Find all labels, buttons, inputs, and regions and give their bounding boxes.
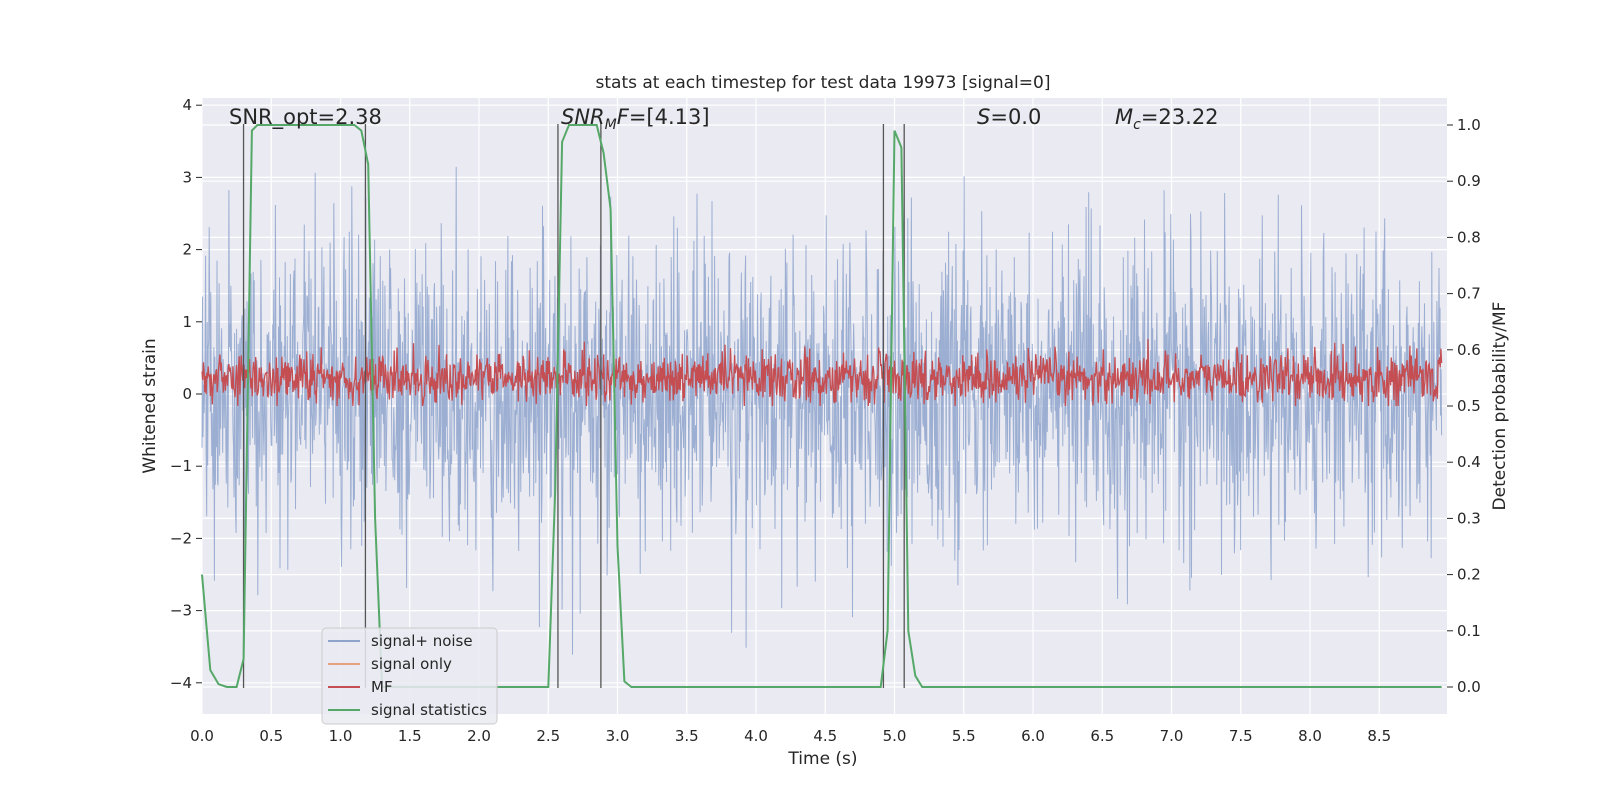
annotation-snr-mf: SNRMF=[4.13] <box>561 105 710 133</box>
right-y-axis-label: Detection probability/MF <box>1490 302 1510 511</box>
chart-title: stats at each timestep for test data 199… <box>596 73 1051 93</box>
right-y-tick-label: 0.6 <box>1457 341 1481 359</box>
x-tick-label: 5.0 <box>883 727 907 745</box>
signal-plus-noise-line <box>201 166 1443 655</box>
x-tick-label: 8.5 <box>1367 727 1391 745</box>
legend-box <box>321 627 498 725</box>
x-tick-label: 2.0 <box>467 727 491 745</box>
x-tick-label: 7.5 <box>1229 727 1253 745</box>
legend: signal+ noise signal only MF signal stat… <box>321 627 498 725</box>
signal-statistics-line <box>201 124 1442 688</box>
y-tick-label: 0 <box>182 385 192 403</box>
x-tick-label: 0.0 <box>190 727 214 745</box>
x-tick-label: 1.0 <box>329 727 353 745</box>
right-y-tick-label: 0.2 <box>1457 566 1481 584</box>
y-axis-ticks: 4 3 2 1 0 −1 −2 −3 −4 <box>170 96 202 692</box>
right-y-tick-label: 0.0 <box>1457 678 1481 696</box>
legend-label-signal-only: signal only <box>371 655 452 673</box>
right-y-axis-ticks: 1.0 0.9 0.8 0.7 0.6 0.5 0.4 0.3 0.2 0.1 0.0 <box>1447 116 1481 696</box>
x-axis-label: Time (s) <box>787 749 857 769</box>
annotation-mc: Mc=23.22 <box>1115 105 1219 133</box>
x-tick-label: 4.5 <box>813 727 837 745</box>
y-tick-label: −4 <box>170 674 192 692</box>
x-tick-label: 6.0 <box>1021 727 1045 745</box>
right-y-tick-label: 0.5 <box>1457 397 1481 415</box>
right-y-tick-label: 0.4 <box>1457 453 1481 471</box>
y-tick-label: 2 <box>182 241 192 259</box>
x-tick-label: 7.0 <box>1160 727 1184 745</box>
y-tick-label: 3 <box>182 168 192 186</box>
legend-label-signal-plus-noise: signal+ noise <box>371 632 473 650</box>
y-tick-label: −3 <box>170 602 192 620</box>
x-tick-label: 2.5 <box>536 727 560 745</box>
vertical-markers <box>242 124 905 688</box>
right-y-tick-label: 0.1 <box>1457 622 1481 640</box>
y-tick-label: 4 <box>182 96 192 114</box>
x-tick-label: 1.5 <box>398 727 422 745</box>
right-y-tick-label: 0.3 <box>1457 509 1481 527</box>
right-y-tick-label: 1.0 <box>1457 116 1481 134</box>
y-axis-label: Whitened strain <box>140 338 160 473</box>
series-signal-statistics <box>201 124 1442 688</box>
series-signal-plus-noise <box>201 166 1443 655</box>
legend-label-mf: MF <box>371 678 393 696</box>
x-tick-label: 5.5 <box>952 727 976 745</box>
annotation-s: S=0.0 <box>977 105 1041 129</box>
x-tick-label: 6.5 <box>1090 727 1114 745</box>
legend-label-signal-statistics: signal statistics <box>371 701 487 719</box>
right-y-tick-label: 0.9 <box>1457 172 1481 190</box>
x-tick-label: 4.0 <box>744 727 768 745</box>
x-axis-ticks: 0.0 0.5 1.0 1.5 2.0 2.5 3.0 3.5 4.0 4.5 5.0 5.5 6.0 6… <box>190 727 1391 745</box>
annotation-snr-opt: SNR_opt=2.38 <box>229 105 382 130</box>
y-tick-label: −2 <box>170 529 192 547</box>
x-tick-label: 3.0 <box>606 727 630 745</box>
x-tick-label: 0.5 <box>259 727 283 745</box>
x-tick-label: 8.0 <box>1298 727 1322 745</box>
mf-line <box>201 339 1443 407</box>
series-mf <box>201 339 1443 407</box>
right-y-tick-label: 0.8 <box>1457 228 1481 246</box>
right-y-tick-label: 0.7 <box>1457 285 1481 303</box>
x-tick-label: 3.5 <box>675 727 699 745</box>
y-tick-label: −1 <box>170 457 192 475</box>
y-tick-label: 1 <box>182 313 192 331</box>
